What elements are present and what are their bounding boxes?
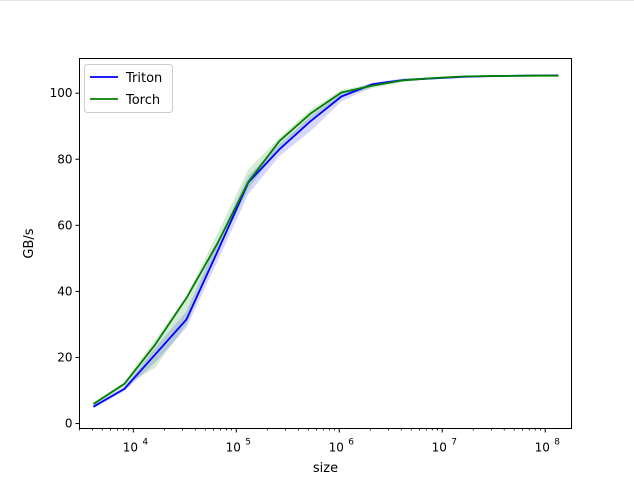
x-tick-label-exponent: 8 (554, 438, 560, 448)
band-triton (93, 74, 559, 409)
y-axis-label: GB/s (22, 228, 37, 258)
y-tick-label: 0 (65, 417, 73, 431)
x-tick-label: 10 (432, 441, 447, 455)
x-axis-label: size (313, 461, 338, 476)
x-tick-label: 10 (329, 441, 344, 455)
x-tick-label-exponent: 5 (245, 438, 251, 448)
legend: Triton Torch (84, 64, 173, 113)
x-tick-label: 10 (226, 441, 241, 455)
y-axis-ticks: 0 20 40 60 80 100 (50, 86, 80, 431)
legend-label-torch: Torch (125, 93, 160, 108)
x-tick-label-exponent: 4 (142, 438, 148, 448)
series-lines (92, 74, 559, 408)
y-tick-label: 80 (57, 152, 72, 166)
y-tick-label: 20 (57, 350, 72, 364)
x-tick-label: 10 (123, 441, 138, 455)
x-tick-label: 10 (535, 441, 550, 455)
y-tick-label: 100 (50, 86, 73, 100)
series-line-triton (92, 74, 559, 408)
y-tick-label: 40 (57, 284, 72, 298)
x-axis-ticks: 10 4 10 5 10 6 10 7 10 8 (79, 428, 560, 455)
x-tick-label-exponent: 6 (348, 438, 354, 448)
band-torch (93, 75, 559, 406)
legend-label-triton: Triton (125, 71, 162, 86)
plot-frame (79, 58, 572, 429)
window-top-border (0, 0, 634, 1)
y-tick-label: 60 (57, 218, 72, 232)
x-tick-label-exponent: 7 (451, 438, 457, 448)
series-line-torch (92, 74, 559, 405)
confidence-bands (93, 74, 559, 409)
